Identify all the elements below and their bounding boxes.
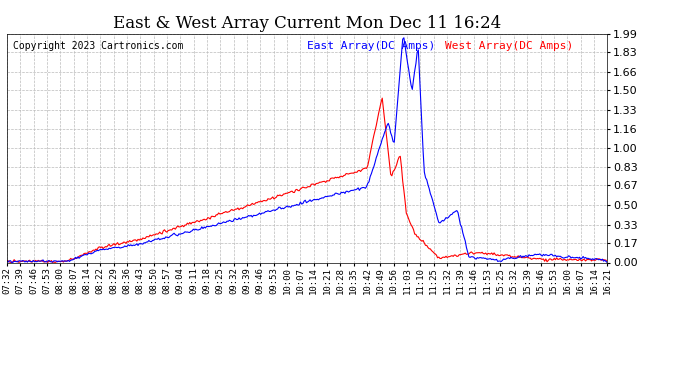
Text: East Array(DC Amps): East Array(DC Amps) (307, 40, 435, 51)
Text: Copyright 2023 Cartronics.com: Copyright 2023 Cartronics.com (13, 40, 184, 51)
Title: East & West Array Current Mon Dec 11 16:24: East & West Array Current Mon Dec 11 16:… (113, 15, 501, 32)
Text: West Array(DC Amps): West Array(DC Amps) (445, 40, 573, 51)
